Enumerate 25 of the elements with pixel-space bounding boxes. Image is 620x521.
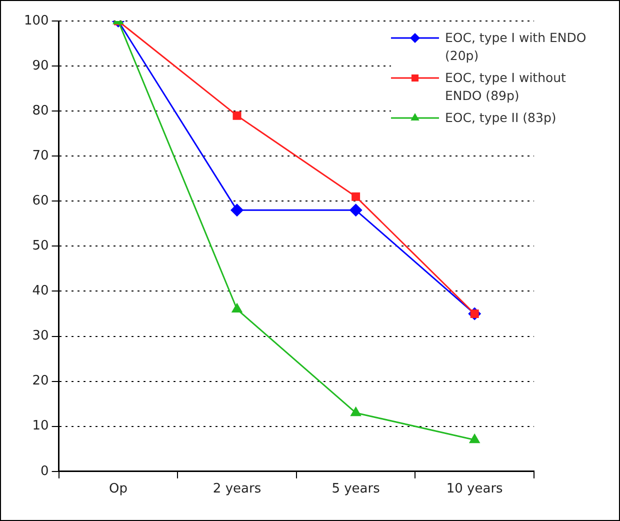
y-tick-label: 30 [32, 328, 49, 344]
x-tick-label: 2 years [212, 482, 262, 497]
y-tick-label: 40 [32, 284, 49, 299]
legend-label: EOC, type I without ENDO (89p) [445, 69, 567, 105]
y-tick-label: 50 [32, 238, 49, 254]
point [232, 111, 242, 120]
point [349, 204, 362, 217]
x-tick-label: Op [108, 482, 128, 497]
legend-label: EOC, type II (83p) [445, 109, 556, 127]
y-tick-label: 90 [32, 58, 49, 74]
y-tick-label: 80 [32, 103, 49, 118]
legend-label: EOC, type I with ENDO (20p) [445, 29, 588, 65]
point [352, 192, 360, 201]
point [230, 204, 244, 217]
x-tick-label: 5 years [332, 482, 380, 497]
x-tick-label: 10 years [446, 482, 504, 497]
point [350, 406, 362, 416]
y-tick-label: 70 [32, 148, 49, 164]
y-tick-label: 0 [40, 464, 49, 479]
y-tick-label: 20 [32, 374, 49, 389]
point [231, 302, 243, 313]
y-tick-label: 100 [24, 13, 49, 28]
y-tick-label: 10 [32, 418, 49, 434]
y-tick-label: 60 [32, 194, 49, 209]
point [468, 433, 480, 444]
